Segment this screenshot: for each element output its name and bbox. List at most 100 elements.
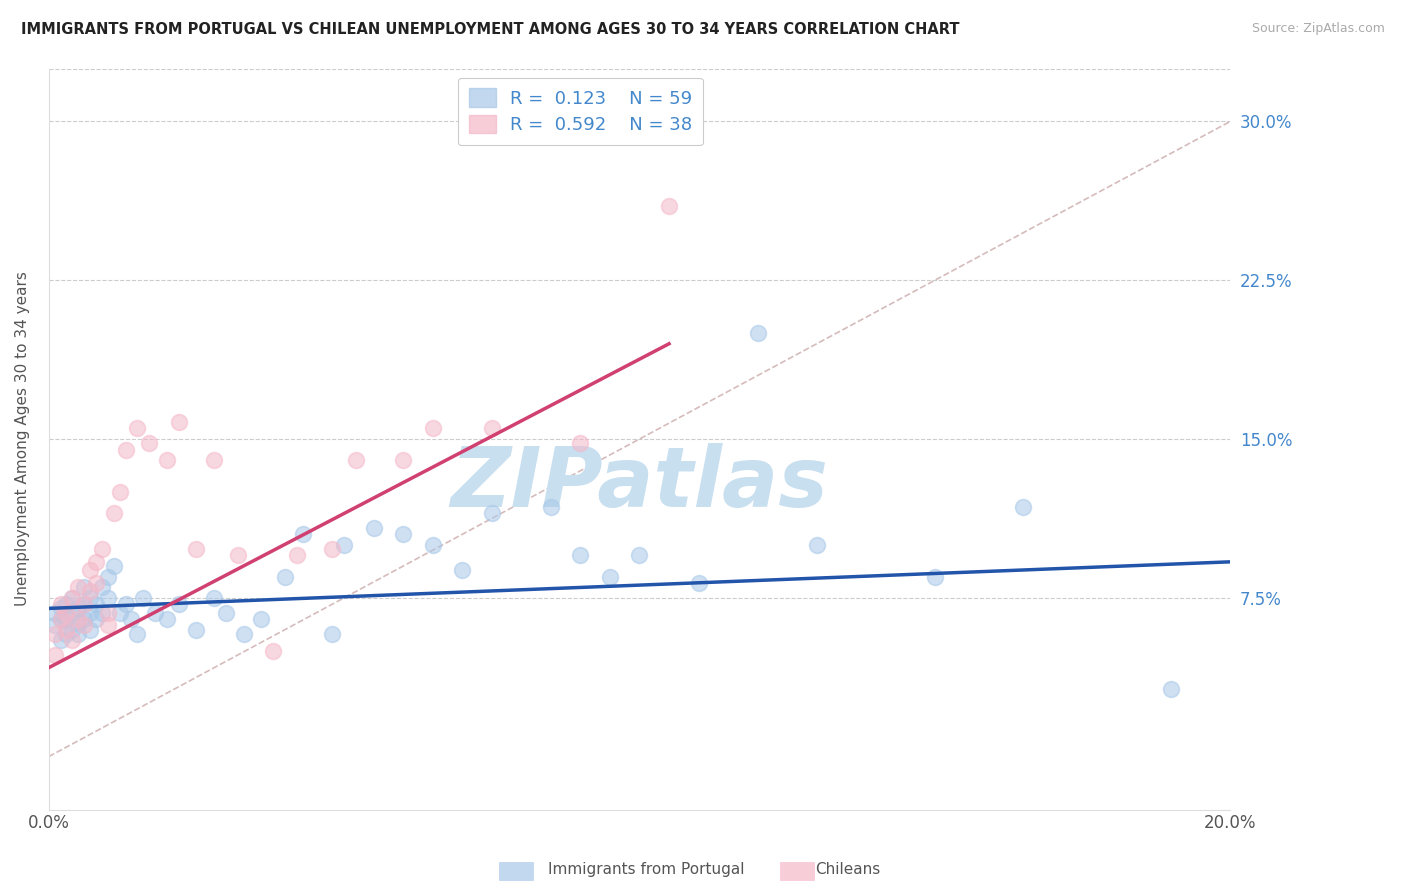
- Point: [120, 612, 142, 626]
- Point: [569, 549, 592, 563]
- Point: [333, 538, 356, 552]
- Point: [67, 616, 90, 631]
- Point: [628, 549, 651, 563]
- Point: [67, 580, 90, 594]
- Point: [73, 618, 96, 632]
- Point: [344, 453, 367, 467]
- Point: [73, 597, 96, 611]
- Point: [73, 580, 96, 594]
- Text: Source: ZipAtlas.com: Source: ZipAtlas.com: [1251, 22, 1385, 36]
- Point: [90, 580, 112, 594]
- Point: [132, 591, 155, 605]
- Text: IMMIGRANTS FROM PORTUGAL VS CHILEAN UNEMPLOYMENT AMONG AGES 30 TO 34 YEARS CORRE: IMMIGRANTS FROM PORTUGAL VS CHILEAN UNEM…: [21, 22, 959, 37]
- Point: [97, 618, 120, 632]
- Point: [79, 563, 101, 577]
- Point: [55, 623, 77, 637]
- Point: [60, 591, 83, 605]
- Point: [60, 623, 83, 637]
- Point: [262, 644, 284, 658]
- Point: [103, 559, 125, 574]
- Point: [49, 633, 72, 648]
- Point: [44, 627, 66, 641]
- Point: [108, 485, 131, 500]
- Point: [186, 623, 208, 637]
- Point: [226, 549, 249, 563]
- Point: [114, 597, 136, 611]
- Point: [103, 506, 125, 520]
- Point: [1160, 681, 1182, 696]
- Point: [422, 421, 444, 435]
- Point: [44, 648, 66, 662]
- Point: [49, 612, 72, 626]
- Point: [321, 627, 343, 641]
- Point: [167, 597, 190, 611]
- Point: [156, 453, 179, 467]
- Point: [67, 612, 90, 626]
- Point: [55, 627, 77, 641]
- Point: [55, 606, 77, 620]
- Point: [481, 506, 503, 520]
- Point: [67, 627, 90, 641]
- Point: [67, 601, 90, 615]
- Point: [108, 606, 131, 620]
- Point: [73, 597, 96, 611]
- Point: [49, 601, 72, 615]
- Point: [97, 591, 120, 605]
- Point: [97, 606, 120, 620]
- Point: [285, 549, 308, 563]
- Point: [49, 597, 72, 611]
- Point: [73, 612, 96, 626]
- Point: [232, 627, 254, 641]
- Point: [186, 542, 208, 557]
- Point: [599, 569, 621, 583]
- Point: [202, 591, 225, 605]
- Point: [84, 555, 107, 569]
- Point: [49, 612, 72, 626]
- Point: [97, 569, 120, 583]
- Point: [79, 591, 101, 605]
- Point: [569, 436, 592, 450]
- Point: [84, 612, 107, 626]
- Point: [392, 527, 415, 541]
- Point: [924, 569, 946, 583]
- Point: [422, 538, 444, 552]
- Point: [79, 606, 101, 620]
- Point: [127, 421, 149, 435]
- Point: [55, 612, 77, 626]
- Point: [747, 326, 769, 341]
- Point: [79, 584, 101, 599]
- Point: [392, 453, 415, 467]
- Point: [44, 606, 66, 620]
- Point: [291, 527, 314, 541]
- Point: [481, 421, 503, 435]
- Point: [55, 597, 77, 611]
- Point: [806, 538, 828, 552]
- Point: [60, 591, 83, 605]
- Point: [688, 576, 710, 591]
- Point: [451, 563, 474, 577]
- Point: [540, 500, 562, 514]
- Point: [363, 521, 385, 535]
- Point: [90, 542, 112, 557]
- Text: Chileans: Chileans: [815, 863, 880, 877]
- Point: [1012, 500, 1035, 514]
- Point: [44, 618, 66, 632]
- Point: [127, 627, 149, 641]
- Point: [60, 633, 83, 648]
- Point: [60, 606, 83, 620]
- Text: ZIPatlas: ZIPatlas: [450, 443, 828, 524]
- Y-axis label: Unemployment Among Ages 30 to 34 years: Unemployment Among Ages 30 to 34 years: [15, 271, 30, 607]
- Point: [84, 576, 107, 591]
- Text: Immigrants from Portugal: Immigrants from Portugal: [548, 863, 745, 877]
- Point: [143, 606, 166, 620]
- Point: [114, 442, 136, 457]
- Legend: R =  0.123    N = 59, R =  0.592    N = 38: R = 0.123 N = 59, R = 0.592 N = 38: [458, 78, 703, 145]
- Point: [658, 199, 681, 213]
- Point: [250, 612, 273, 626]
- Point: [274, 569, 297, 583]
- Point: [215, 606, 238, 620]
- Point: [156, 612, 179, 626]
- Point: [84, 597, 107, 611]
- Point: [79, 623, 101, 637]
- Point: [321, 542, 343, 557]
